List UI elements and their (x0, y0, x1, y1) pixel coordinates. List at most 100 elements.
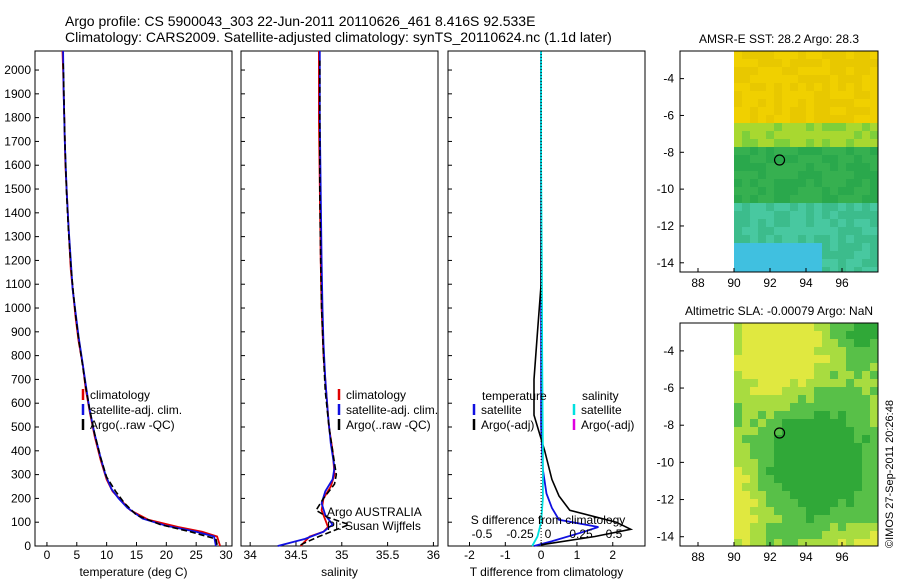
map-cell (838, 507, 847, 516)
map-cell (758, 531, 767, 540)
map-cell (854, 387, 863, 396)
map-cell (750, 75, 759, 84)
map-cell (766, 411, 775, 420)
map-cell (862, 51, 871, 60)
map-cell (750, 395, 759, 404)
map-cell (734, 267, 743, 273)
map-cell (822, 227, 831, 236)
map-cell (870, 123, 879, 132)
map-cell (742, 75, 751, 84)
map-cell (862, 131, 871, 140)
map-cell (814, 507, 823, 516)
map-cell (822, 499, 831, 508)
map-cell (830, 67, 839, 76)
map-cell (862, 331, 871, 340)
map-cell (854, 171, 863, 180)
map-cell (758, 203, 767, 212)
depth-tick-label: 1600 (4, 158, 31, 172)
map-cell (758, 115, 767, 124)
map-cell (766, 235, 775, 244)
map-cell (782, 499, 791, 508)
map-cell (798, 211, 807, 220)
map-cell (830, 363, 839, 372)
map-cell (854, 523, 863, 532)
map-cell (838, 451, 847, 460)
map-cell (750, 163, 759, 172)
map-cell (774, 491, 783, 500)
map-cell (798, 523, 807, 532)
map-cell (766, 483, 775, 492)
map-cell (742, 155, 751, 164)
map-cell (806, 371, 815, 380)
map-cell (742, 363, 751, 372)
map-cell (838, 435, 847, 444)
map-cell (798, 323, 807, 332)
map-cell (758, 339, 767, 348)
map-cell (846, 115, 855, 124)
legend-label: Argo(..raw -QC) (90, 418, 175, 432)
map-cell (758, 99, 767, 108)
map-cell (806, 451, 815, 460)
map-cell (814, 355, 823, 364)
title-line-2: Climatology: CARS2009. Satellite-adjuste… (65, 29, 612, 45)
map-cell (758, 131, 767, 140)
map-cell (838, 443, 847, 452)
map-cell (806, 531, 815, 540)
map-cell (806, 499, 815, 508)
map-cell (798, 251, 807, 260)
map-cell (854, 107, 863, 116)
map-cell (822, 107, 831, 116)
map-cell (790, 387, 799, 396)
map-cell (862, 163, 871, 172)
map-cell (774, 347, 783, 356)
map-cell (862, 443, 871, 452)
map-cell (806, 243, 815, 252)
map-cell (758, 107, 767, 116)
map-cell (862, 499, 871, 508)
map-cell (790, 51, 799, 60)
map-cell (782, 323, 791, 332)
map-cell (798, 483, 807, 492)
x-axis-label: T difference from climatology (470, 565, 624, 579)
map-cell (758, 51, 767, 60)
map-cell (814, 515, 823, 524)
map-cell (798, 235, 807, 244)
map-y-tick-label: -12 (657, 493, 675, 507)
map-cell (790, 539, 799, 547)
map-cell (758, 483, 767, 492)
map-x-tick-label: 96 (835, 276, 849, 290)
map-cell (870, 107, 879, 116)
map-cell (750, 531, 759, 540)
map-cell (822, 115, 831, 124)
map-cell (806, 51, 815, 60)
map-cell (862, 507, 871, 516)
map-cell (766, 59, 775, 68)
map-cell (806, 355, 815, 364)
map-cell (846, 163, 855, 172)
map-cell (806, 211, 815, 220)
x-tick-label: 34 (243, 548, 257, 562)
series-line-salinity-1 (277, 51, 336, 547)
map-cell (838, 411, 847, 420)
map-cell (814, 483, 823, 492)
map-cell (870, 339, 879, 348)
map-cell (782, 427, 791, 436)
map-cell (798, 155, 807, 164)
map-cell (774, 51, 783, 60)
depth-tick-label: 800 (11, 349, 31, 363)
map-y-tick-label: -6 (663, 108, 674, 122)
map-cell (846, 203, 855, 212)
map-cell (742, 475, 751, 484)
map-cell (766, 435, 775, 444)
map-cell (846, 475, 855, 484)
map-cell (822, 123, 831, 132)
map-cell (790, 435, 799, 444)
map-cell (846, 139, 855, 148)
map-cell (774, 187, 783, 196)
map-cell (862, 515, 871, 524)
map-cell (758, 147, 767, 156)
map-cell (758, 75, 767, 84)
map-cell (766, 75, 775, 84)
map-cell (830, 339, 839, 348)
map-cell (862, 419, 871, 428)
